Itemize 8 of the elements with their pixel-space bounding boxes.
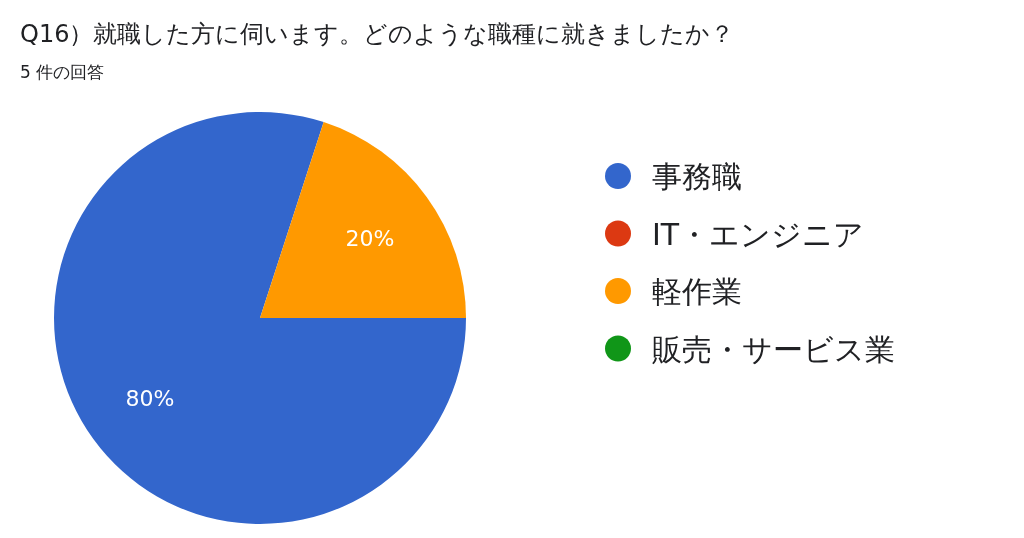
legend-label: IT・エンジニア <box>652 216 865 252</box>
chart-subtitle: 5 件の回答 <box>20 62 105 82</box>
data-label: 80% <box>125 385 175 411</box>
data-label: 20% <box>345 226 395 252</box>
legend-label: 事務職 <box>652 159 742 194</box>
legend-label: 販売・サービス業 <box>652 331 895 367</box>
chart-title: Q16）就職した方に伺います。どのような職種に就きましたか？ <box>20 20 735 48</box>
legend-label: 軽作業 <box>652 274 742 309</box>
